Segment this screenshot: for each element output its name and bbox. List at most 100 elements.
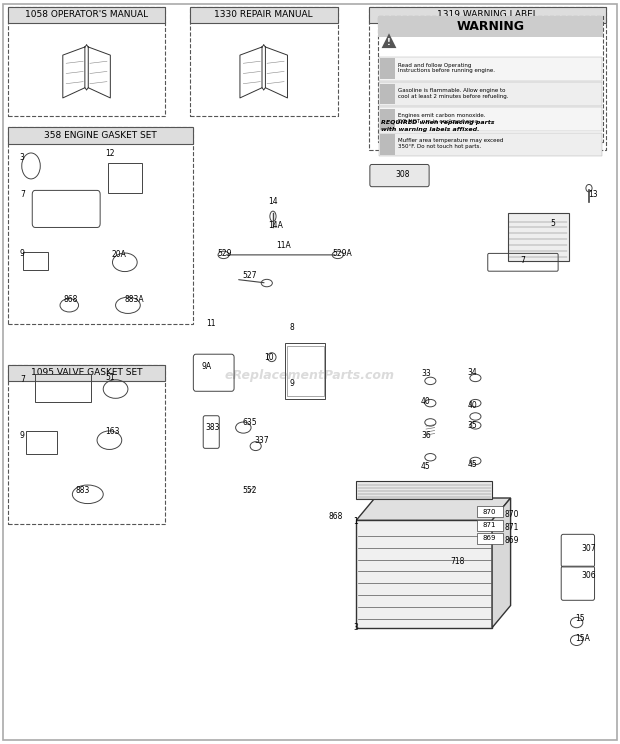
Bar — [369, 7, 606, 23]
Bar — [7, 127, 193, 144]
Bar — [379, 134, 395, 155]
Bar — [379, 57, 602, 80]
Text: WARNING: WARNING — [456, 20, 525, 33]
Text: 9: 9 — [290, 379, 294, 388]
Text: 36: 36 — [421, 431, 431, 440]
Bar — [7, 7, 165, 23]
Text: 871: 871 — [483, 522, 497, 528]
Bar — [108, 163, 142, 193]
Text: 307: 307 — [582, 544, 596, 553]
Bar — [508, 213, 569, 261]
Polygon shape — [356, 498, 511, 520]
Text: 40: 40 — [421, 397, 431, 406]
Text: REQUIRED when replacing parts
with warning labels affixed.: REQUIRED when replacing parts with warni… — [381, 121, 495, 132]
Text: 383: 383 — [205, 423, 219, 432]
Bar — [379, 107, 602, 131]
Text: 10: 10 — [264, 353, 274, 362]
FancyArrowPatch shape — [239, 280, 264, 283]
Bar — [7, 365, 165, 381]
Bar — [379, 83, 395, 104]
Text: Engines emit carbon monoxide.
DO NOT run in enclosed area.: Engines emit carbon monoxide. DO NOT run… — [397, 113, 485, 124]
Bar — [190, 7, 338, 23]
Text: 33: 33 — [421, 369, 431, 378]
Text: 45: 45 — [467, 460, 477, 469]
Bar — [378, 16, 603, 37]
Polygon shape — [381, 33, 396, 48]
Text: 869: 869 — [505, 536, 519, 545]
Bar — [378, 16, 603, 142]
Text: 337: 337 — [254, 436, 269, 445]
Bar — [7, 365, 165, 524]
Text: 20A: 20A — [111, 251, 126, 260]
Bar — [7, 127, 193, 324]
FancyBboxPatch shape — [370, 164, 429, 187]
Bar — [379, 59, 395, 79]
Text: 11: 11 — [206, 319, 216, 328]
Bar — [190, 7, 338, 116]
Text: 5: 5 — [551, 219, 556, 228]
Bar — [287, 346, 324, 397]
Bar — [7, 365, 165, 381]
Text: 15: 15 — [575, 614, 585, 623]
Text: 3: 3 — [353, 623, 358, 632]
Bar — [369, 7, 606, 150]
Bar — [369, 7, 606, 23]
Text: 1058 OPERATOR'S MANUAL: 1058 OPERATOR'S MANUAL — [25, 10, 148, 19]
Text: 529A: 529A — [332, 249, 352, 258]
Text: 8: 8 — [290, 323, 294, 332]
Polygon shape — [88, 47, 110, 98]
Text: 15A: 15A — [575, 635, 590, 644]
Polygon shape — [63, 47, 85, 98]
Polygon shape — [240, 47, 262, 98]
Text: Muffler area temperature may exceed
350°F. Do not touch hot parts.: Muffler area temperature may exceed 350°… — [397, 138, 503, 149]
Bar — [7, 7, 165, 116]
Text: 870: 870 — [483, 509, 497, 515]
Text: 7: 7 — [20, 190, 25, 199]
Text: 883A: 883A — [125, 295, 144, 304]
Text: 1330 REPAIR MANUAL: 1330 REPAIR MANUAL — [215, 10, 313, 19]
Text: 12: 12 — [105, 149, 115, 158]
Text: 9: 9 — [20, 249, 25, 258]
Text: 868: 868 — [329, 512, 343, 521]
Bar — [23, 251, 48, 270]
Text: 718: 718 — [451, 557, 465, 565]
Bar — [26, 432, 57, 454]
Text: 11A: 11A — [276, 242, 291, 251]
Bar — [356, 481, 492, 499]
Text: 13: 13 — [588, 190, 598, 199]
Text: 358 ENGINE GASKET SET: 358 ENGINE GASKET SET — [44, 131, 156, 140]
Text: 51: 51 — [105, 373, 115, 382]
Text: 9: 9 — [20, 431, 25, 440]
Text: 1319 WARNING LABEL: 1319 WARNING LABEL — [437, 10, 538, 19]
Text: 163: 163 — [105, 427, 120, 436]
Text: 869: 869 — [483, 536, 497, 542]
Bar — [379, 132, 602, 156]
Text: 7: 7 — [520, 257, 525, 266]
Text: 9A: 9A — [202, 362, 212, 371]
Text: 40: 40 — [467, 401, 477, 410]
Bar — [379, 82, 602, 106]
Bar — [477, 506, 503, 517]
Bar — [190, 7, 338, 23]
Polygon shape — [265, 47, 288, 98]
Bar — [379, 109, 395, 129]
Text: 635: 635 — [242, 418, 257, 427]
Text: 529: 529 — [218, 249, 232, 258]
Text: 7: 7 — [20, 375, 25, 384]
Text: 308: 308 — [395, 170, 410, 179]
Bar — [477, 519, 503, 530]
Bar — [7, 7, 165, 23]
Bar — [285, 343, 326, 399]
Text: 552: 552 — [242, 486, 257, 495]
Text: 35: 35 — [467, 421, 477, 430]
Bar — [35, 374, 91, 403]
Text: eReplacementParts.com: eReplacementParts.com — [225, 369, 395, 382]
Bar — [356, 520, 492, 628]
Text: 14: 14 — [268, 197, 278, 206]
Text: 1095 VALVE GASKET SET: 1095 VALVE GASKET SET — [30, 368, 142, 377]
Polygon shape — [492, 498, 511, 628]
Text: 3: 3 — [20, 153, 25, 161]
Text: 34: 34 — [467, 368, 477, 376]
Text: 527: 527 — [242, 271, 257, 280]
Text: 14A: 14A — [268, 221, 283, 230]
